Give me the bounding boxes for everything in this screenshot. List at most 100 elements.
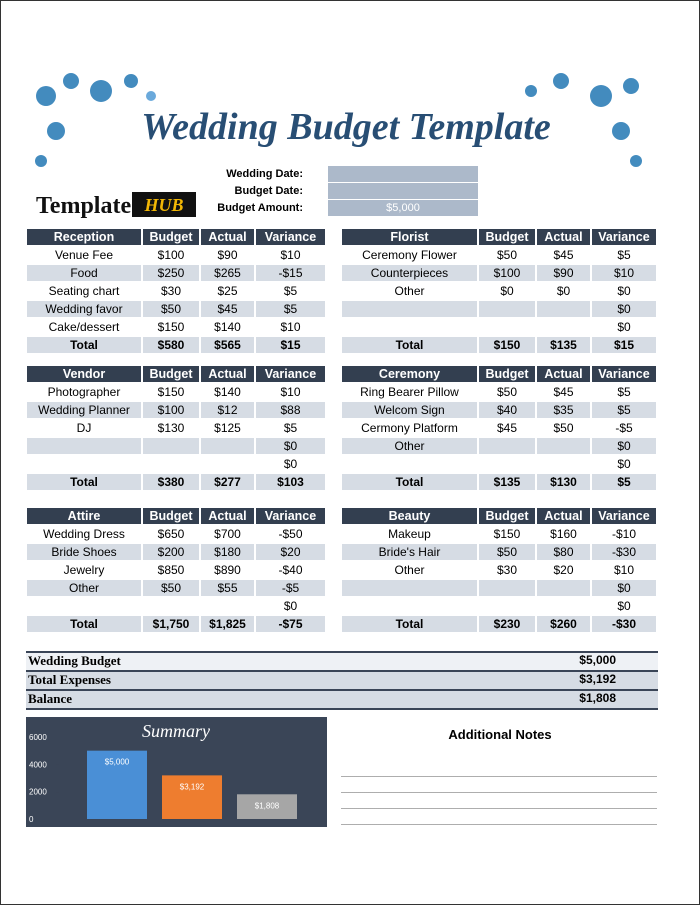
field-box: [328, 183, 478, 199]
bar: [162, 775, 222, 819]
cell: [200, 455, 255, 473]
cell: Makeup: [341, 525, 478, 543]
field-box: $5,000: [328, 200, 478, 216]
totals-row: [26, 670, 658, 689]
cell: $0: [591, 300, 657, 318]
cell: [536, 579, 591, 597]
header-cell: Actual: [200, 365, 255, 383]
total-cell: Total: [26, 473, 142, 491]
cell: [26, 597, 142, 615]
cell: $130: [142, 419, 200, 437]
cell: -$50: [255, 525, 326, 543]
header-cell: Reception: [26, 228, 142, 246]
logo-badge-bg: [132, 192, 196, 217]
notes-title: Additional Notes: [448, 727, 552, 742]
cell: $5: [255, 282, 326, 300]
cell: $50: [536, 419, 591, 437]
bar-label: $5,000: [105, 758, 130, 767]
header-cell: Budget: [142, 507, 200, 525]
cell: [536, 455, 591, 473]
cell: $200: [142, 543, 200, 561]
total-cell: $1,825: [200, 615, 255, 633]
cell: [341, 455, 478, 473]
y-tick-label: 0: [29, 815, 34, 824]
cell: $10: [255, 383, 326, 401]
cell: Wedding favor: [26, 300, 142, 318]
cell: $90: [536, 264, 591, 282]
total-cell: $565: [200, 336, 255, 354]
header-cell: Beauty: [341, 507, 478, 525]
cell: [200, 437, 255, 455]
bar-label: $3,192: [180, 782, 205, 791]
cell: Ceremony Flower: [341, 246, 478, 264]
cell: $50: [478, 246, 536, 264]
cell: $250: [142, 264, 200, 282]
total-cell: $135: [536, 336, 591, 354]
header-cell: Budget: [478, 507, 536, 525]
flowers-left: [35, 73, 156, 167]
header-cell: Variance: [255, 507, 326, 525]
total-cell: $230: [478, 615, 536, 633]
cell: [341, 579, 478, 597]
cell: -$40: [255, 561, 326, 579]
cell: Welcom Sign: [341, 401, 478, 419]
cell: $0: [255, 455, 326, 473]
cell: [26, 437, 142, 455]
cell: $0: [536, 282, 591, 300]
header-cell: Ceremony: [341, 365, 478, 383]
y-tick-label: 2000: [29, 788, 47, 797]
total-cell: $380: [142, 473, 200, 491]
cell: $55: [200, 579, 255, 597]
notes-lines: [341, 761, 657, 827]
header-cell: Budget: [142, 365, 200, 383]
header-cell: Attire: [26, 507, 142, 525]
total-cell: $135: [478, 473, 536, 491]
bar-label: $1,808: [255, 801, 280, 810]
cell: $10: [255, 246, 326, 264]
total-cell: $130: [536, 473, 591, 491]
cell: Wedding Dress: [26, 525, 142, 543]
cell: [478, 300, 536, 318]
total-cell: $5: [591, 473, 657, 491]
total-cell: $580: [142, 336, 200, 354]
total-cell: -$30: [591, 615, 657, 633]
cell: $150: [142, 383, 200, 401]
header-cell: Variance: [591, 228, 657, 246]
cell: $100: [142, 401, 200, 419]
field-box: [328, 166, 478, 182]
total-cell: $15: [591, 336, 657, 354]
cell: $140: [200, 318, 255, 336]
cell: $45: [536, 246, 591, 264]
cell: Other: [26, 579, 142, 597]
cell: -$10: [591, 525, 657, 543]
cell: [478, 437, 536, 455]
chart-title: Summary: [142, 721, 210, 741]
total-cell: Total: [341, 615, 478, 633]
cell: Seating chart: [26, 282, 142, 300]
bar: [237, 794, 297, 819]
cell: $0: [591, 282, 657, 300]
total-cell: $277: [200, 473, 255, 491]
cell: $150: [478, 525, 536, 543]
title: Wedding Budget Template: [141, 106, 551, 148]
header-cell: Actual: [200, 228, 255, 246]
total-cell: -$75: [255, 615, 326, 633]
totals-row: [26, 651, 658, 670]
cell: $160: [536, 525, 591, 543]
cell: [142, 597, 200, 615]
cell: $5: [591, 246, 657, 264]
cell: [536, 597, 591, 615]
header-cell: Actual: [536, 228, 591, 246]
cell: Bride's Hair: [341, 543, 478, 561]
header-cell: Vendor: [26, 365, 142, 383]
cell: Cermony Platform: [341, 419, 478, 437]
summary-panel: Summary 0 2000 4000 6000 $5,000 $3,192 $1,808: [26, 717, 327, 827]
totals-bottom: [26, 708, 658, 710]
cell: Other: [341, 282, 478, 300]
cell: $5: [255, 419, 326, 437]
cell: $40: [478, 401, 536, 419]
cell: $10: [591, 561, 657, 579]
cell: $0: [591, 437, 657, 455]
total-cell: $15: [255, 336, 326, 354]
